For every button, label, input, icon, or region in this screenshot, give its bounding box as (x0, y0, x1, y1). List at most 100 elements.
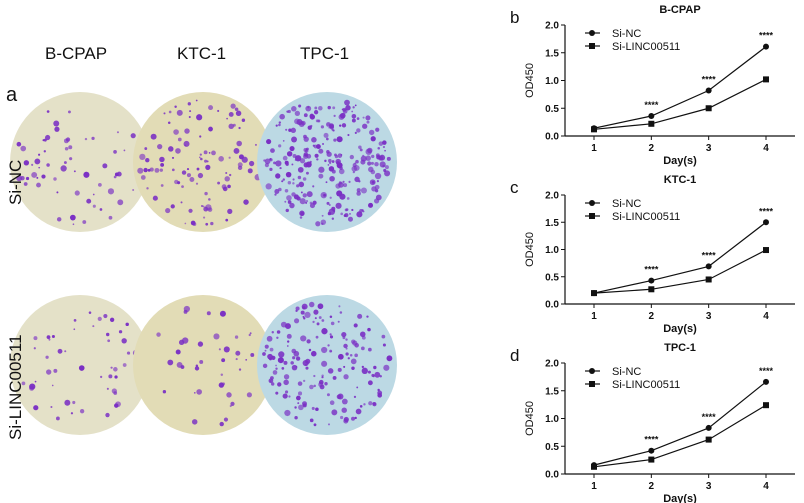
colony (41, 174, 46, 179)
colony (34, 380, 37, 383)
y-axis-label: OD450 (524, 63, 536, 98)
series-line-si-nc (593, 381, 767, 466)
colony (64, 350, 67, 353)
colony (302, 403, 307, 408)
colony (382, 140, 387, 145)
plate-dish (257, 295, 397, 435)
colony (168, 146, 174, 152)
colony (300, 191, 303, 194)
colony (233, 148, 240, 154)
colony (343, 416, 349, 423)
y-tick-label: 2.0 (545, 21, 559, 32)
colony (193, 392, 196, 394)
colony (196, 389, 202, 395)
colony (371, 154, 375, 159)
colony (279, 113, 285, 120)
colony (353, 395, 357, 399)
colony (275, 160, 282, 167)
y-tick-label: 1.0 (545, 414, 559, 425)
colony (293, 318, 300, 324)
colony (38, 166, 41, 169)
colony (176, 109, 183, 116)
colony (363, 403, 366, 406)
colony (162, 390, 167, 394)
colony (167, 359, 174, 366)
colony (301, 303, 308, 310)
colony (313, 374, 316, 378)
chart-d: d TPC-1 0.0 0.5 1.0 1.5 2.0 1 2 3 4 Day(s) OD450 Si-N… (510, 342, 795, 503)
colony (375, 153, 380, 158)
colony (46, 335, 51, 340)
colony (199, 135, 202, 138)
colony (351, 166, 358, 172)
data-point (591, 126, 597, 133)
colony (282, 178, 285, 181)
colony (150, 133, 157, 140)
colony (227, 184, 231, 189)
colony (73, 328, 76, 331)
colony (235, 350, 241, 356)
colony (110, 366, 113, 369)
colony (99, 208, 103, 211)
colony (378, 141, 384, 146)
colony (339, 112, 346, 119)
colony (313, 110, 319, 115)
colony (92, 193, 95, 196)
colony (313, 423, 317, 427)
colony (316, 144, 321, 149)
colony (205, 222, 209, 226)
colony (264, 158, 271, 165)
colony (271, 331, 274, 334)
colony (297, 391, 303, 396)
colony (223, 417, 229, 422)
significance-label: **** (702, 74, 717, 84)
colony (175, 349, 181, 355)
colony (254, 143, 257, 146)
data-point (763, 43, 769, 50)
colony (285, 323, 291, 330)
colony (317, 303, 324, 310)
colony (298, 181, 305, 188)
colony (297, 381, 303, 386)
colony (358, 145, 362, 150)
colony (126, 351, 131, 355)
colony (123, 149, 126, 152)
colony (82, 220, 87, 224)
colony (290, 361, 294, 365)
colony (219, 310, 226, 317)
colony (264, 344, 269, 349)
colony (264, 163, 269, 168)
colony (262, 352, 266, 356)
colony (326, 201, 330, 205)
colony (275, 391, 279, 395)
colony (303, 162, 309, 168)
colony (297, 175, 302, 180)
data-point (705, 424, 712, 431)
colony (171, 168, 175, 172)
legend-marker (589, 368, 595, 374)
colony (235, 358, 238, 361)
colony (348, 180, 351, 183)
colony (366, 315, 369, 318)
colony (295, 395, 301, 401)
colony (310, 124, 313, 128)
colony (230, 401, 235, 406)
colony (354, 176, 360, 183)
colony (114, 403, 119, 408)
colony (229, 404, 232, 408)
colony (292, 356, 296, 360)
colony (97, 316, 102, 321)
colony (29, 385, 35, 391)
colony (325, 181, 328, 184)
panel-label: d (510, 346, 519, 365)
colony (329, 335, 334, 339)
colony (111, 388, 117, 394)
colony (360, 159, 366, 165)
colony (289, 145, 295, 152)
colony (309, 160, 312, 163)
colony (20, 145, 27, 152)
colony (384, 165, 389, 170)
data-point (705, 276, 712, 283)
colony (159, 168, 164, 172)
colony (347, 133, 350, 137)
